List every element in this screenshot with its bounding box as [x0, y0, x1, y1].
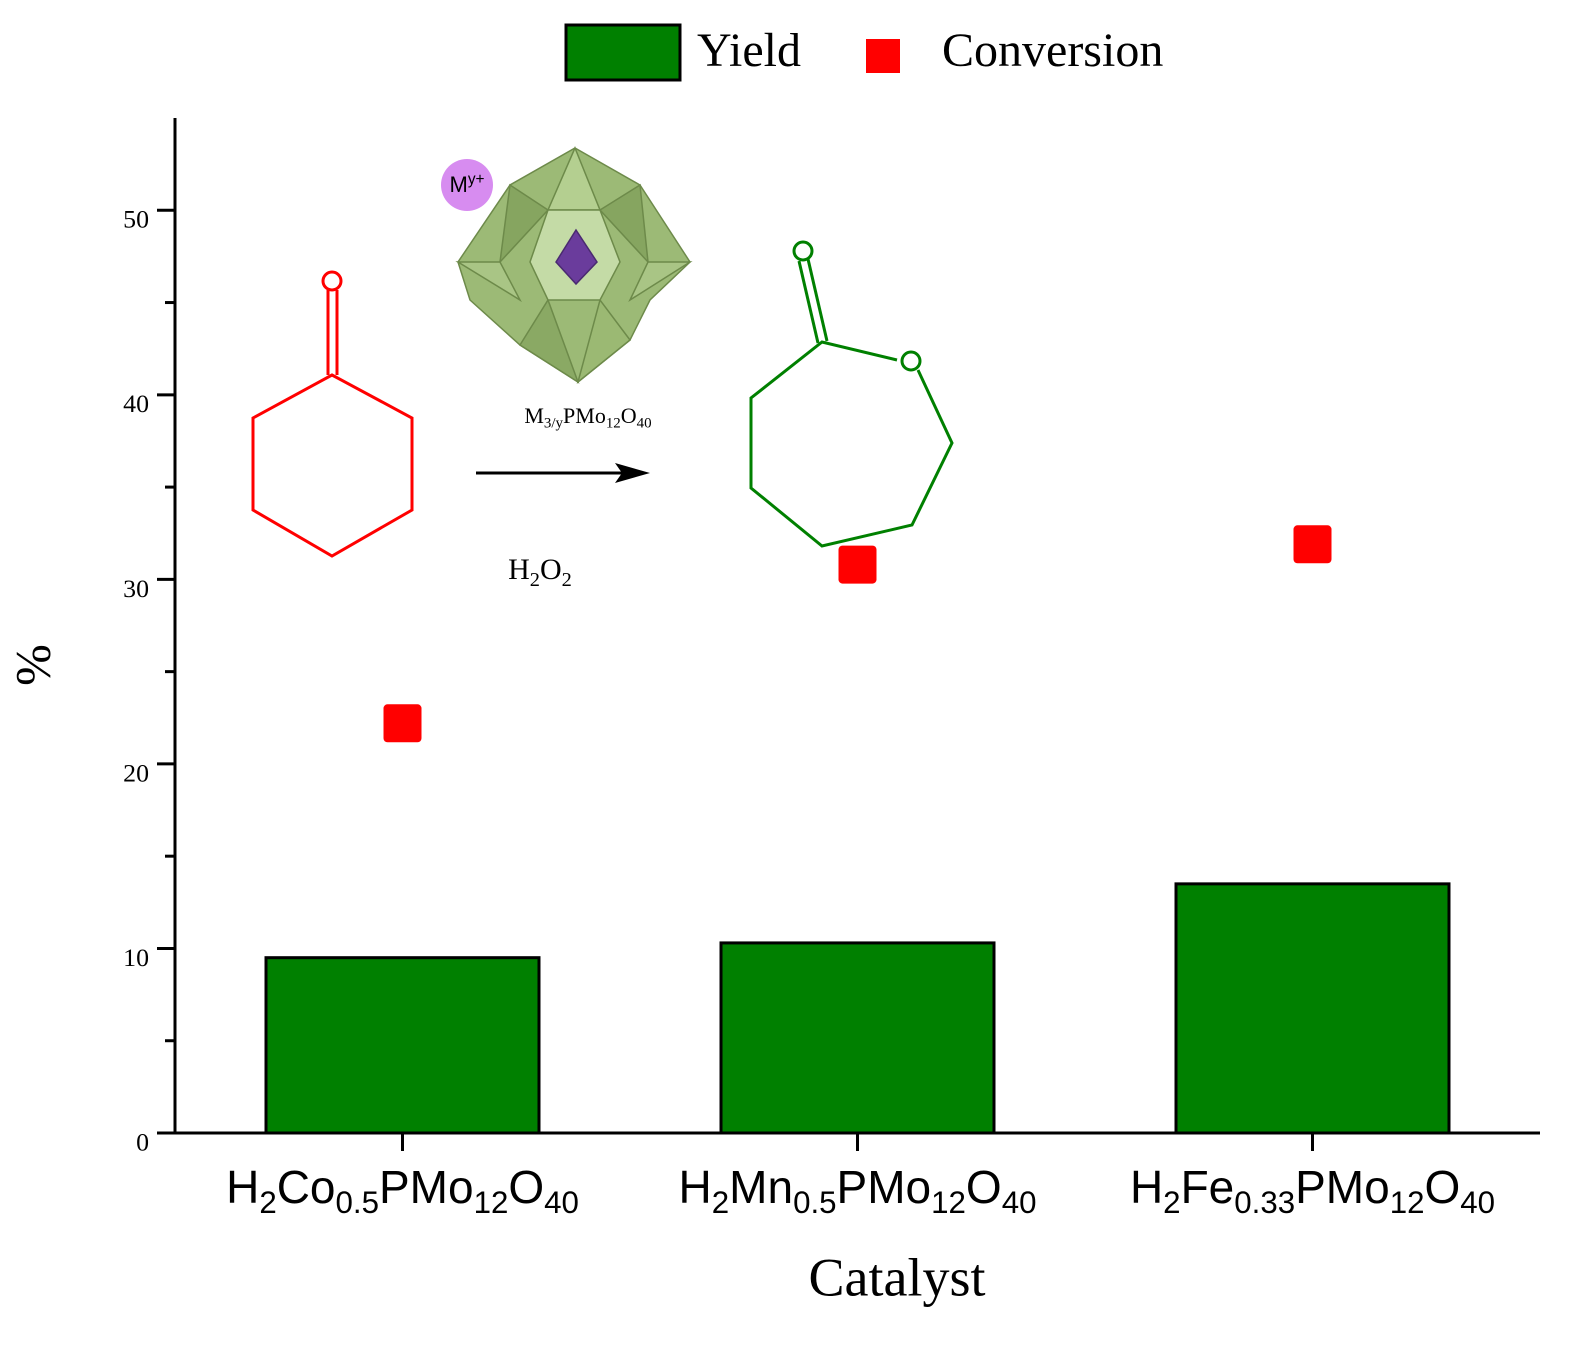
- cation: [441, 159, 493, 211]
- y-tick-label: 30: [123, 574, 149, 603]
- cyclohexanone: [251, 270, 414, 558]
- x-axis-title: Catalyst: [809, 1247, 986, 1307]
- x-tick-label: H2Fe0.33PMo12O40: [1130, 1161, 1495, 1220]
- scatter-point: [1293, 525, 1332, 564]
- oxidant-label: H2O2: [508, 553, 572, 591]
- y-tick-label: 20: [123, 758, 149, 787]
- polyoxometalate: [455, 146, 693, 385]
- bar: [1174, 882, 1451, 1135]
- y-tick-label: 50: [123, 205, 149, 234]
- legend-swatch: [866, 39, 900, 73]
- legend-swatch: [564, 23, 682, 82]
- caprolactone: [749, 240, 954, 548]
- x-tick-label: H2Co0.5PMo12O40: [226, 1161, 579, 1220]
- reaction-scheme: [251, 146, 954, 558]
- legend-label: Conversion: [942, 24, 1163, 77]
- legend-label: Yield: [697, 24, 801, 77]
- catalyst-label: M3/yPMo12O40: [524, 403, 651, 432]
- scatter-point: [838, 545, 877, 584]
- y-tick-label: 40: [123, 389, 149, 418]
- x-tick-label: H2Mn0.5PMo12O40: [679, 1161, 1037, 1220]
- y-tick-label: 10: [123, 943, 149, 972]
- bar: [719, 941, 996, 1135]
- y-tick-label: 0: [136, 1127, 149, 1156]
- bar: [264, 956, 541, 1135]
- scatter-point: [383, 704, 422, 743]
- y-axis-title: %: [4, 644, 60, 686]
- arrow: [476, 463, 650, 483]
- cation-label: My+: [449, 171, 484, 197]
